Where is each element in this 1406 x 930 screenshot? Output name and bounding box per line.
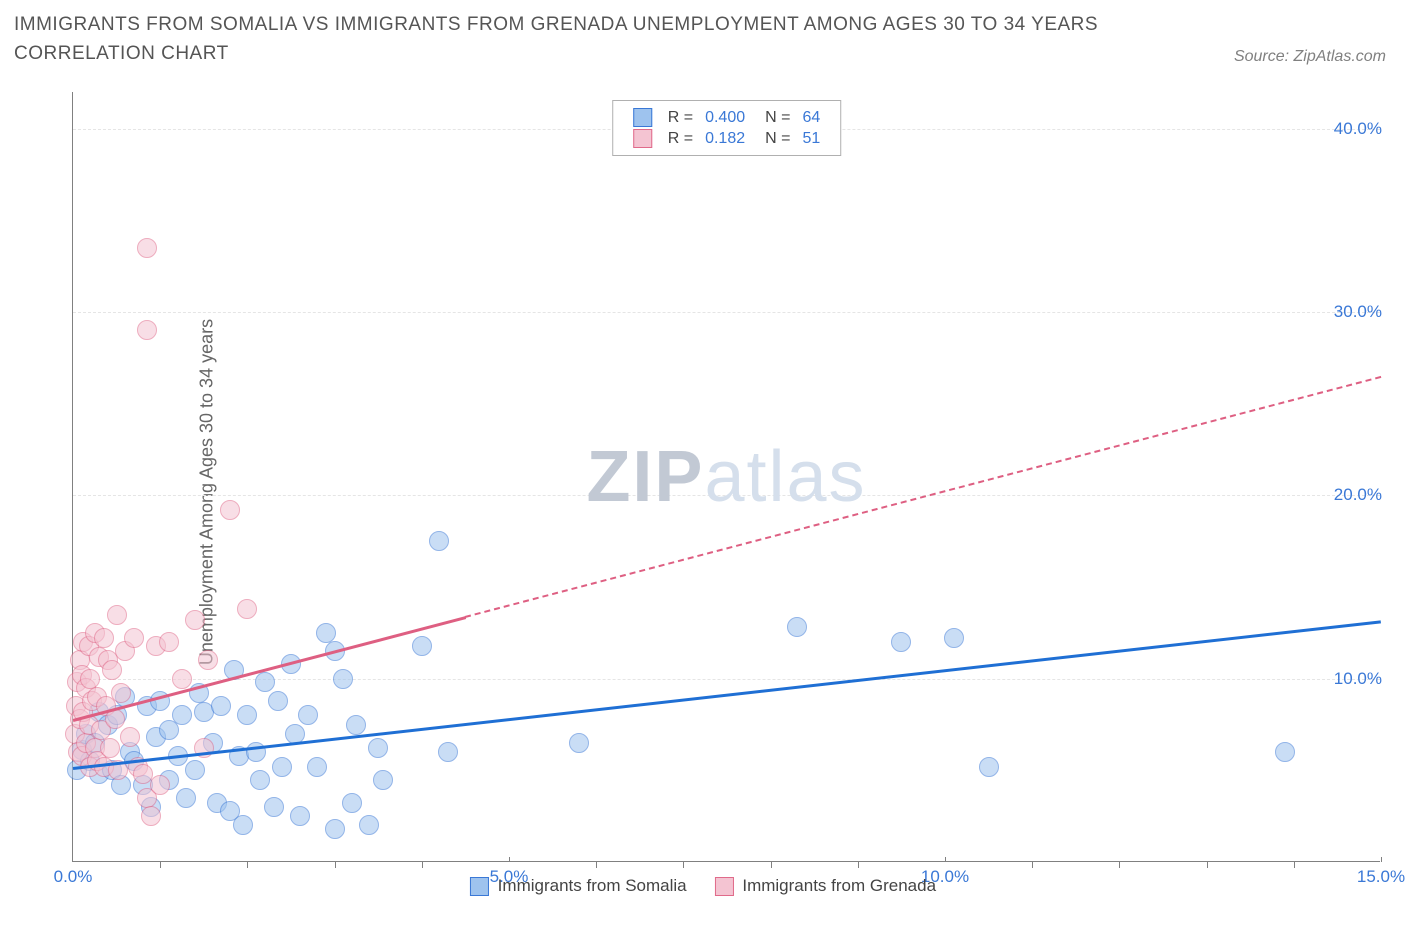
data-point-grenada: [111, 683, 131, 703]
data-point-somalia: [298, 705, 318, 725]
data-point-grenada: [102, 660, 122, 680]
data-point-somalia: [250, 770, 270, 790]
legend-item-somalia: Immigrants from Somalia: [470, 876, 687, 896]
data-point-somalia: [268, 691, 288, 711]
data-point-grenada: [237, 599, 257, 619]
data-point-grenada: [198, 650, 218, 670]
data-point-somalia: [307, 757, 327, 777]
stats-legend: R =0.400N =64R =0.182N =51: [612, 100, 842, 156]
watermark: ZIPatlas: [586, 436, 866, 518]
gridline-h: [73, 495, 1380, 496]
data-point-grenada: [94, 628, 114, 648]
x-tick-label: 0.0%: [54, 867, 93, 887]
data-point-grenada: [159, 632, 179, 652]
data-point-somalia: [255, 672, 275, 692]
data-point-grenada: [137, 320, 157, 340]
y-tick-label: 20.0%: [1334, 485, 1382, 505]
data-point-somalia: [185, 760, 205, 780]
x-tick: [945, 857, 946, 862]
plot-area: ZIPatlas R =0.400N =64R =0.182N =51 10.0…: [72, 92, 1380, 862]
data-point-grenada: [141, 806, 161, 826]
gridline-h: [73, 312, 1380, 313]
data-point-somalia: [373, 770, 393, 790]
data-point-grenada: [124, 628, 144, 648]
data-point-somalia: [172, 705, 192, 725]
data-point-grenada: [220, 500, 240, 520]
data-point-somalia: [333, 669, 353, 689]
data-point-grenada: [185, 610, 205, 630]
x-tick: [509, 857, 510, 862]
data-point-somalia: [429, 531, 449, 551]
legend-item-grenada: Immigrants from Grenada: [715, 876, 936, 896]
y-tick-label: 30.0%: [1334, 302, 1382, 322]
data-point-grenada: [107, 605, 127, 625]
data-point-somalia: [438, 742, 458, 762]
correlation-chart: Unemployment Among Ages 30 to 34 years Z…: [14, 82, 1392, 902]
data-point-somalia: [316, 623, 336, 643]
data-point-somalia: [1275, 742, 1295, 762]
data-point-somalia: [325, 819, 345, 839]
data-point-somalia: [891, 632, 911, 652]
data-point-grenada: [120, 727, 140, 747]
x-tick: [1381, 857, 1382, 862]
data-point-somalia: [979, 757, 999, 777]
data-point-somalia: [787, 617, 807, 637]
data-point-somalia: [272, 757, 292, 777]
data-point-somalia: [264, 797, 284, 817]
data-point-somalia: [359, 815, 379, 835]
data-point-somalia: [211, 696, 231, 716]
y-tick-label: 40.0%: [1334, 119, 1382, 139]
trend-line-dash-grenada: [465, 376, 1381, 618]
data-point-somalia: [944, 628, 964, 648]
data-point-somalia: [368, 738, 388, 758]
data-point-grenada: [100, 738, 120, 758]
data-point-somalia: [176, 788, 196, 808]
data-point-somalia: [569, 733, 589, 753]
series-legend: Immigrants from Somalia Immigrants from …: [456, 876, 950, 896]
data-point-grenada: [80, 669, 100, 689]
x-tick-label: 15.0%: [1357, 867, 1405, 887]
data-point-grenada: [172, 669, 192, 689]
y-tick-label: 10.0%: [1334, 669, 1382, 689]
data-point-grenada: [150, 775, 170, 795]
data-point-somalia: [237, 705, 257, 725]
data-point-somalia: [346, 715, 366, 735]
data-point-somalia: [290, 806, 310, 826]
data-point-somalia: [233, 815, 253, 835]
data-point-somalia: [412, 636, 432, 656]
data-point-grenada: [137, 238, 157, 258]
chart-title: IMMIGRANTS FROM SOMALIA VS IMMIGRANTS FR…: [14, 10, 1114, 69]
data-point-somalia: [342, 793, 362, 813]
source-label: Source: ZipAtlas.com: [1234, 48, 1386, 66]
